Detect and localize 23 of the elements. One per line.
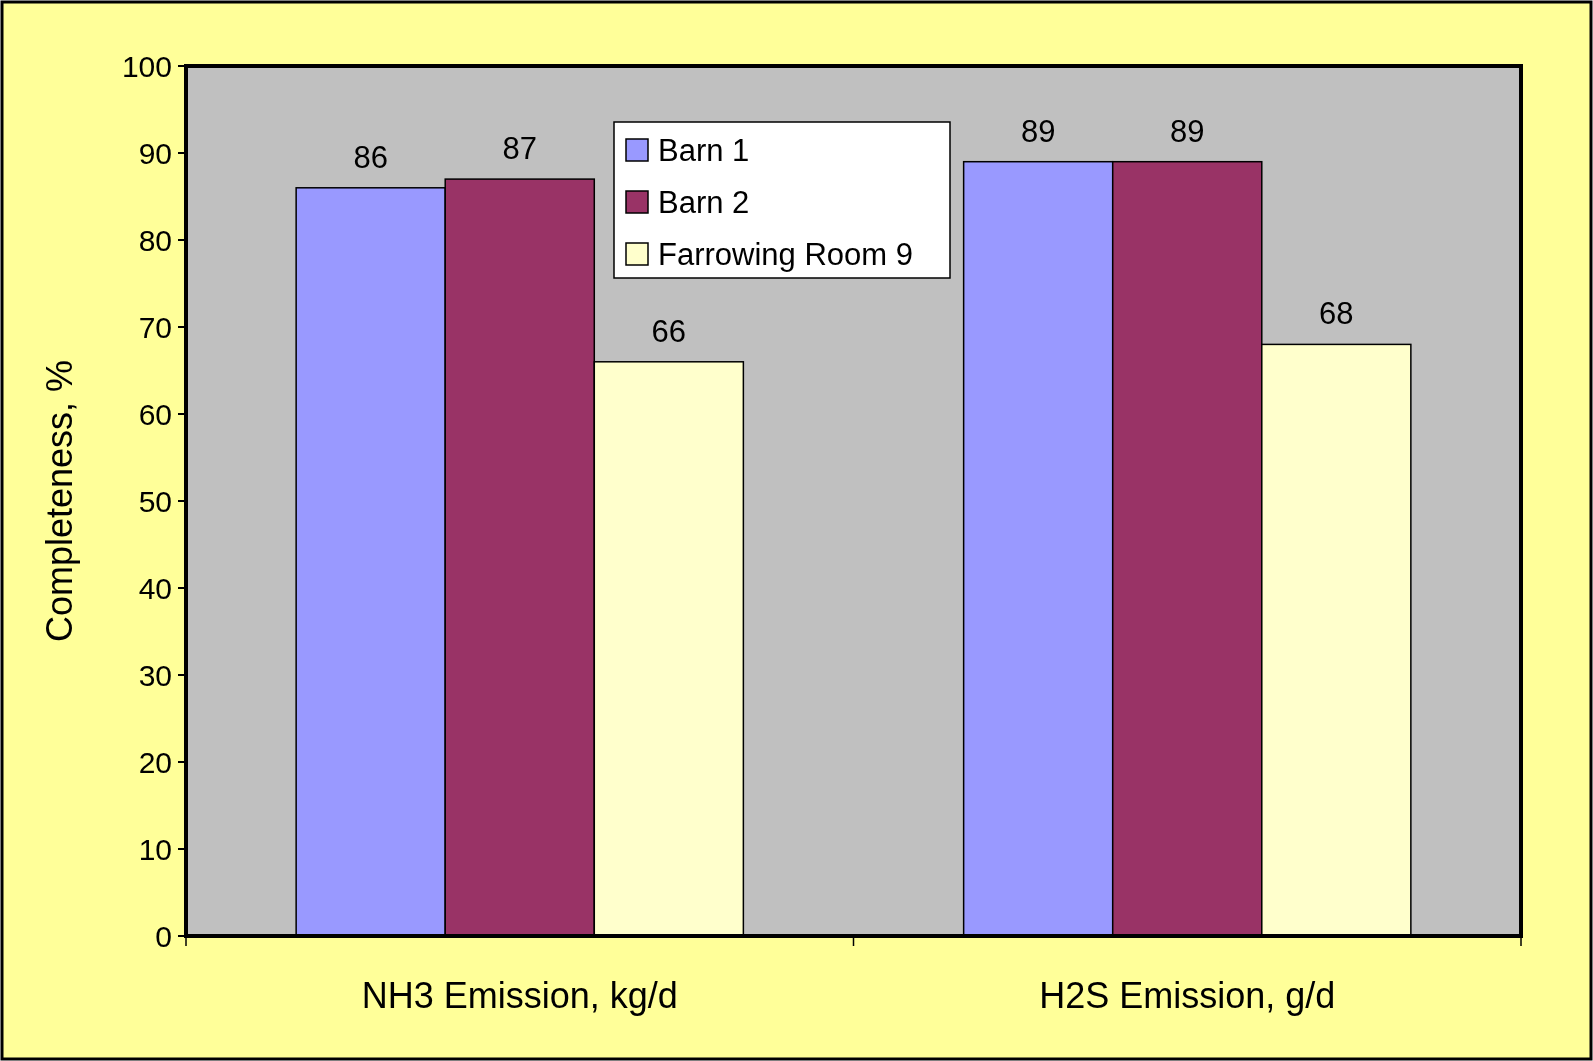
- y-tick-label: 20: [138, 745, 172, 779]
- data-label: 86: [353, 139, 388, 175]
- y-tick-label: 10: [138, 832, 172, 866]
- data-label: 68: [1319, 296, 1354, 332]
- data-label: 66: [651, 313, 687, 349]
- data-label: 89: [1170, 113, 1205, 149]
- y-tick-label: 50: [138, 484, 172, 518]
- y-tick-label: 80: [138, 223, 172, 257]
- y-tick-label: 40: [138, 571, 172, 605]
- y-tick-label: 100: [121, 49, 172, 83]
- y-tick-label: 70: [138, 310, 172, 344]
- data-label: 89: [1020, 113, 1056, 149]
- data-label: 87: [502, 131, 537, 167]
- y-tick-label: 0: [155, 919, 172, 953]
- y-tick-label: 90: [138, 136, 172, 170]
- y-axis-title: Completeness, %: [39, 359, 80, 643]
- x-tick-label: NH3 Emission, kg/d: [361, 975, 678, 1016]
- y-tick-label: 30: [138, 658, 172, 692]
- legend-label: Barn 2: [658, 184, 750, 220]
- legend-label: Barn 1: [658, 132, 750, 168]
- x-tick-label: H2S Emission, g/d: [1039, 975, 1336, 1016]
- legend-label: Farrowing Room 9: [658, 236, 913, 272]
- y-tick-label: 60: [138, 397, 172, 431]
